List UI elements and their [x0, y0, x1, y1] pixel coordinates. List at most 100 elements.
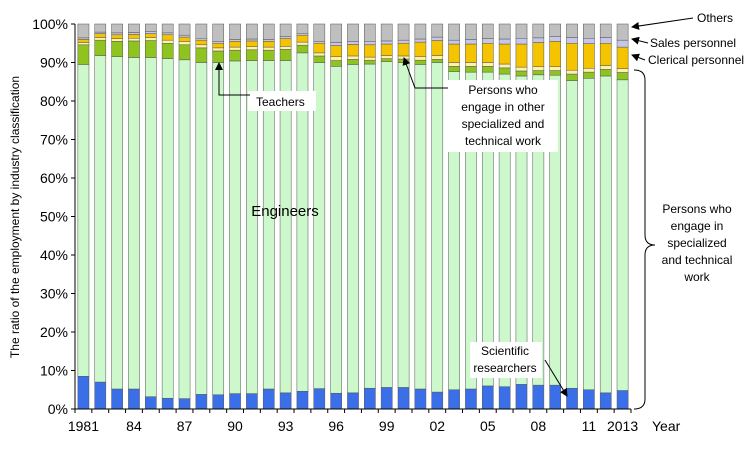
- bar-segment-scientific-2009: [549, 384, 561, 410]
- bar-segment-clerical-1982: [94, 33, 107, 38]
- svg-text:and technical: and technical: [662, 253, 733, 267]
- bar-segment-clerical-2011: [583, 43, 595, 69]
- bar-segment-clerical-1989: [212, 43, 225, 49]
- x-tick-label: 1981: [68, 418, 99, 434]
- bar-segment-clerical-1984: [128, 34, 140, 39]
- bar-segment-scientific-1983: [111, 388, 123, 410]
- bar-segment-clerical-1993: [279, 38, 292, 47]
- label-sales: Sales personnel: [650, 36, 736, 50]
- bar-segment-scientific-1988: [195, 394, 208, 410]
- y-axis-title: The ratio of the employment by industry …: [8, 76, 22, 358]
- bar-segment-scientific-2011: [583, 389, 595, 410]
- bar-segment-clerical-1997: [347, 44, 359, 57]
- bar-segment-teachers-1985: [145, 40, 157, 58]
- x-tick-label: 99: [379, 418, 395, 434]
- x-axis-title: Year: [652, 418, 681, 434]
- bar-segment-other_specialized-1989: [212, 47, 225, 52]
- bar-segment-scientific-2002: [431, 391, 444, 410]
- bar-segment-others-2011: [583, 23, 595, 39]
- label-other-specialized: Persons who engage in other specialized …: [461, 83, 544, 148]
- bar-segment-other_specialized-1988: [195, 44, 208, 49]
- y-ticks: 0% 10% 20% 30% 40% 50% 60% 70% 80% 90% 100%: [32, 16, 75, 417]
- bar-segment-others-1984: [128, 23, 140, 33]
- bar-segment-engineers-2011: [583, 78, 595, 390]
- bar-segment-scientific-1986: [161, 397, 174, 410]
- bar-segment-teachers-1987: [178, 44, 191, 61]
- bar-segment-teachers-1996: [330, 60, 342, 67]
- bar-segment-teachers-2001: [414, 59, 427, 65]
- bar-segment-others-1986: [161, 23, 174, 34]
- bar-segment-teachers-1992: [262, 49, 275, 61]
- bar-segment-other_specialized-1981: [77, 42, 90, 46]
- bar-segment-scientific-1987: [178, 398, 191, 410]
- bar-segment-sales-1991: [246, 38, 258, 42]
- bar-segment-engineers-1989: [212, 62, 225, 395]
- bar-segment-other_specialized-2009: [549, 66, 561, 71]
- bar-segment-others-1994: [296, 23, 309, 34]
- bar-segment-sales-2010: [566, 37, 578, 44]
- bar-segment-teachers-2013: [616, 72, 629, 81]
- bar-segment-engineers-1999: [380, 61, 393, 388]
- bar-segment-clerical-2001: [414, 41, 427, 57]
- y-tick-label: 40%: [40, 247, 68, 263]
- bar-segment-clerical-2003: [448, 43, 460, 63]
- bar-segment-clerical-2005: [481, 43, 494, 63]
- bar-segment-other_specialized-1993: [279, 46, 292, 50]
- bar-segment-other_specialized-1996: [330, 56, 342, 61]
- bar-segment-other_specialized-2012: [599, 65, 612, 70]
- bar-segment-engineers-1985: [145, 57, 157, 397]
- y-tick-label: 100%: [32, 16, 68, 32]
- bar-segment-scientific-2000: [397, 387, 410, 410]
- bar-segment-clerical-2012: [599, 43, 612, 66]
- x-tick-label: 02: [429, 418, 445, 434]
- bar-segment-other_specialized-1982: [94, 37, 107, 41]
- bar-segment-other_specialized-2005: [481, 62, 494, 67]
- bar-segment-sales-1999: [380, 40, 393, 45]
- bar-segment-sales-1995: [313, 41, 326, 44]
- x-tick-label: 11: [582, 418, 597, 434]
- bar-segment-other_specialized-2008: [532, 66, 545, 71]
- bar-segment-other_specialized-1998: [364, 56, 376, 61]
- bar-segment-clerical-1996: [330, 45, 342, 57]
- bar-segment-others-2006: [498, 23, 511, 40]
- label-clerical: Clerical personnel: [648, 53, 744, 67]
- bar-segment-others-2005: [481, 23, 494, 39]
- bar-segment-engineers-2012: [599, 75, 612, 394]
- bar-segment-scientific-1999: [380, 387, 393, 410]
- bar-segment-other_specialized-1986: [161, 39, 174, 44]
- bar-segment-others-2002: [431, 23, 444, 38]
- bar-segment-engineers-1997: [347, 64, 359, 394]
- bar-segment-teachers-1982: [94, 39, 107, 56]
- bar-segment-engineers-1982: [94, 55, 107, 383]
- bar-segment-scientific-1994: [296, 391, 309, 410]
- bar-segment-clerical-2008: [532, 42, 545, 67]
- x-tick-label: 84: [126, 418, 142, 434]
- bar-segment-sales-2008: [532, 37, 545, 43]
- bar-segment-other_specialized-1994: [296, 41, 309, 46]
- bar-segment-scientific-2013: [616, 390, 629, 410]
- x-tick-label: 2013: [607, 418, 638, 434]
- y-tick-label: 0%: [48, 401, 68, 417]
- bar-segment-other_specialized-1987: [178, 41, 191, 46]
- bar-segment-scientific-1991: [246, 393, 258, 410]
- bar-segment-scientific-1984: [128, 388, 140, 410]
- bar-segment-clerical-1985: [145, 33, 157, 38]
- x-ticks: 1981 84 87 90 93 96 99 02 05 08 11 2013: [68, 409, 638, 434]
- bar-segment-others-2010: [566, 23, 578, 38]
- bar-segment-engineers-2000: [397, 62, 410, 388]
- bar-segment-teachers-2000: [397, 58, 410, 63]
- y-tick-label: 60%: [40, 170, 68, 186]
- bar-segment-sales-2006: [498, 38, 511, 45]
- bar-segment-engineers-2010: [566, 80, 578, 389]
- bar-segment-others-1985: [145, 23, 157, 32]
- bar-segment-others-1992: [262, 23, 275, 40]
- bar-segment-others-1987: [178, 23, 191, 36]
- bar-segment-teachers-1999: [380, 58, 393, 62]
- bar-segment-sales-2000: [397, 39, 410, 44]
- bar-segment-others-2012: [599, 23, 612, 38]
- bar-segment-others-1983: [111, 23, 123, 34]
- bar-segment-teachers-1989: [212, 50, 225, 63]
- bar-segment-engineers-1995: [313, 62, 326, 389]
- bar-segment-others-1999: [380, 23, 393, 42]
- bar-segment-clerical-2002: [431, 40, 444, 56]
